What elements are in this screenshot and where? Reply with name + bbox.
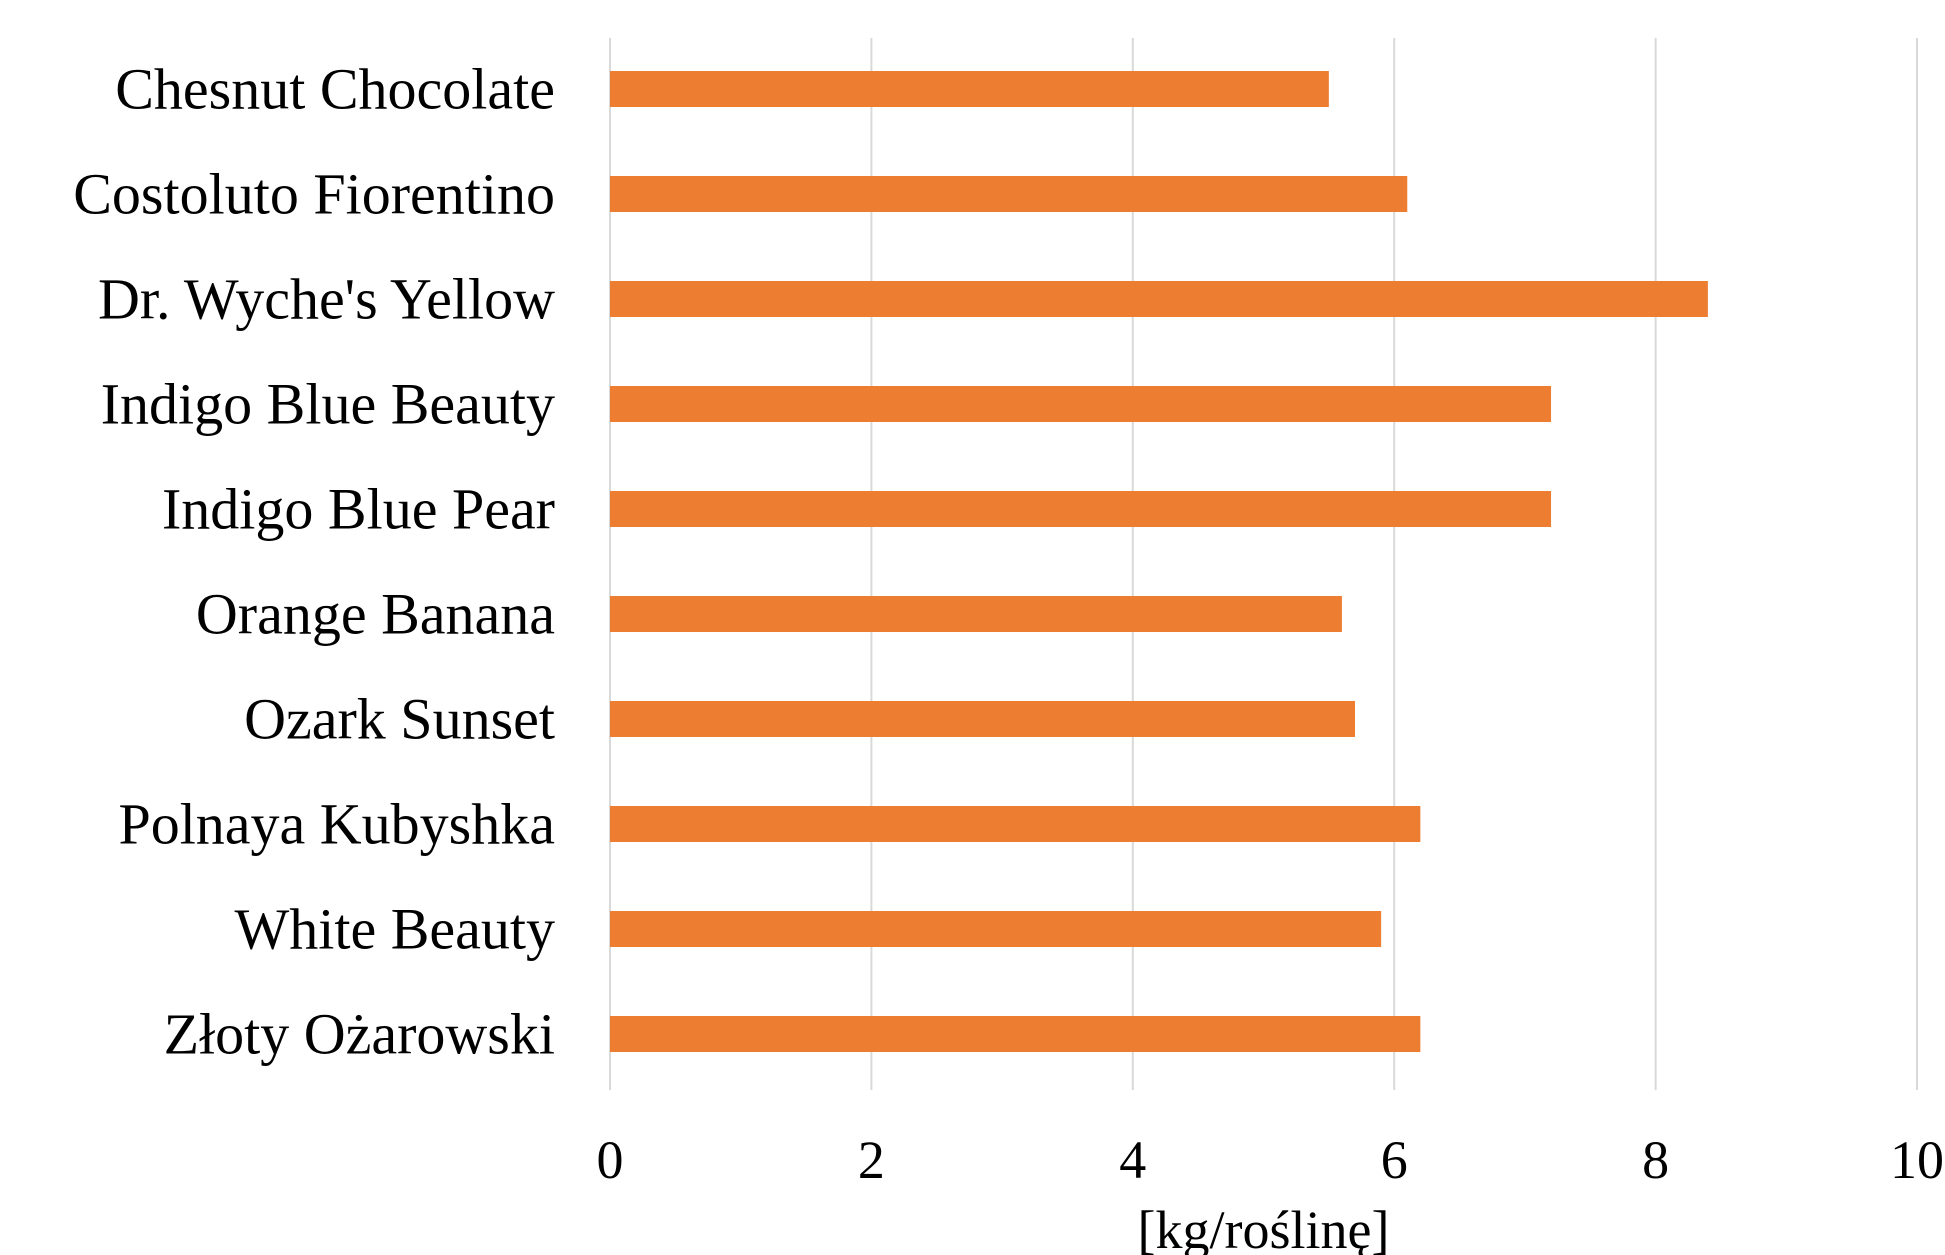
bar	[610, 806, 1421, 842]
x-tick-label: 2	[858, 1130, 885, 1190]
bars	[610, 71, 1708, 1052]
x-axis-tick-labels: 0 2 4 6 8 10	[597, 1130, 1945, 1190]
category-labels: Chesnut Chocolate Costoluto Fiorentino Dr.…	[73, 57, 555, 1067]
bar	[610, 491, 1552, 527]
category-label: White Beauty	[234, 897, 555, 962]
bar	[610, 281, 1708, 317]
x-tick-label: 4	[1119, 1130, 1146, 1190]
x-tick-label: 10	[1890, 1130, 1944, 1190]
category-label: Chesnut Chocolate	[115, 57, 555, 122]
x-tick-label: 8	[1642, 1130, 1669, 1190]
bar	[610, 701, 1355, 737]
category-label: Orange Banana	[196, 582, 555, 647]
category-label: Polnaya Kubyshka	[118, 792, 555, 857]
bar	[610, 71, 1329, 107]
category-label: Złoty Ożarowski	[164, 1002, 555, 1067]
category-label: Ozark Sunset	[244, 687, 555, 752]
category-label: Indigo Blue Pear	[162, 477, 555, 542]
category-label: Indigo Blue Beauty	[101, 372, 555, 437]
x-tick-label: 0	[597, 1130, 624, 1190]
x-axis-title: [kg/roślinę]	[1138, 1200, 1390, 1255]
bar	[610, 176, 1408, 212]
category-label: Dr. Wyche's Yellow	[98, 267, 555, 332]
bar	[610, 1016, 1421, 1052]
category-label: Costoluto Fiorentino	[73, 162, 555, 227]
x-tick-label: 6	[1381, 1130, 1408, 1190]
bar	[610, 386, 1552, 422]
bar	[610, 911, 1382, 947]
bar	[610, 596, 1342, 632]
